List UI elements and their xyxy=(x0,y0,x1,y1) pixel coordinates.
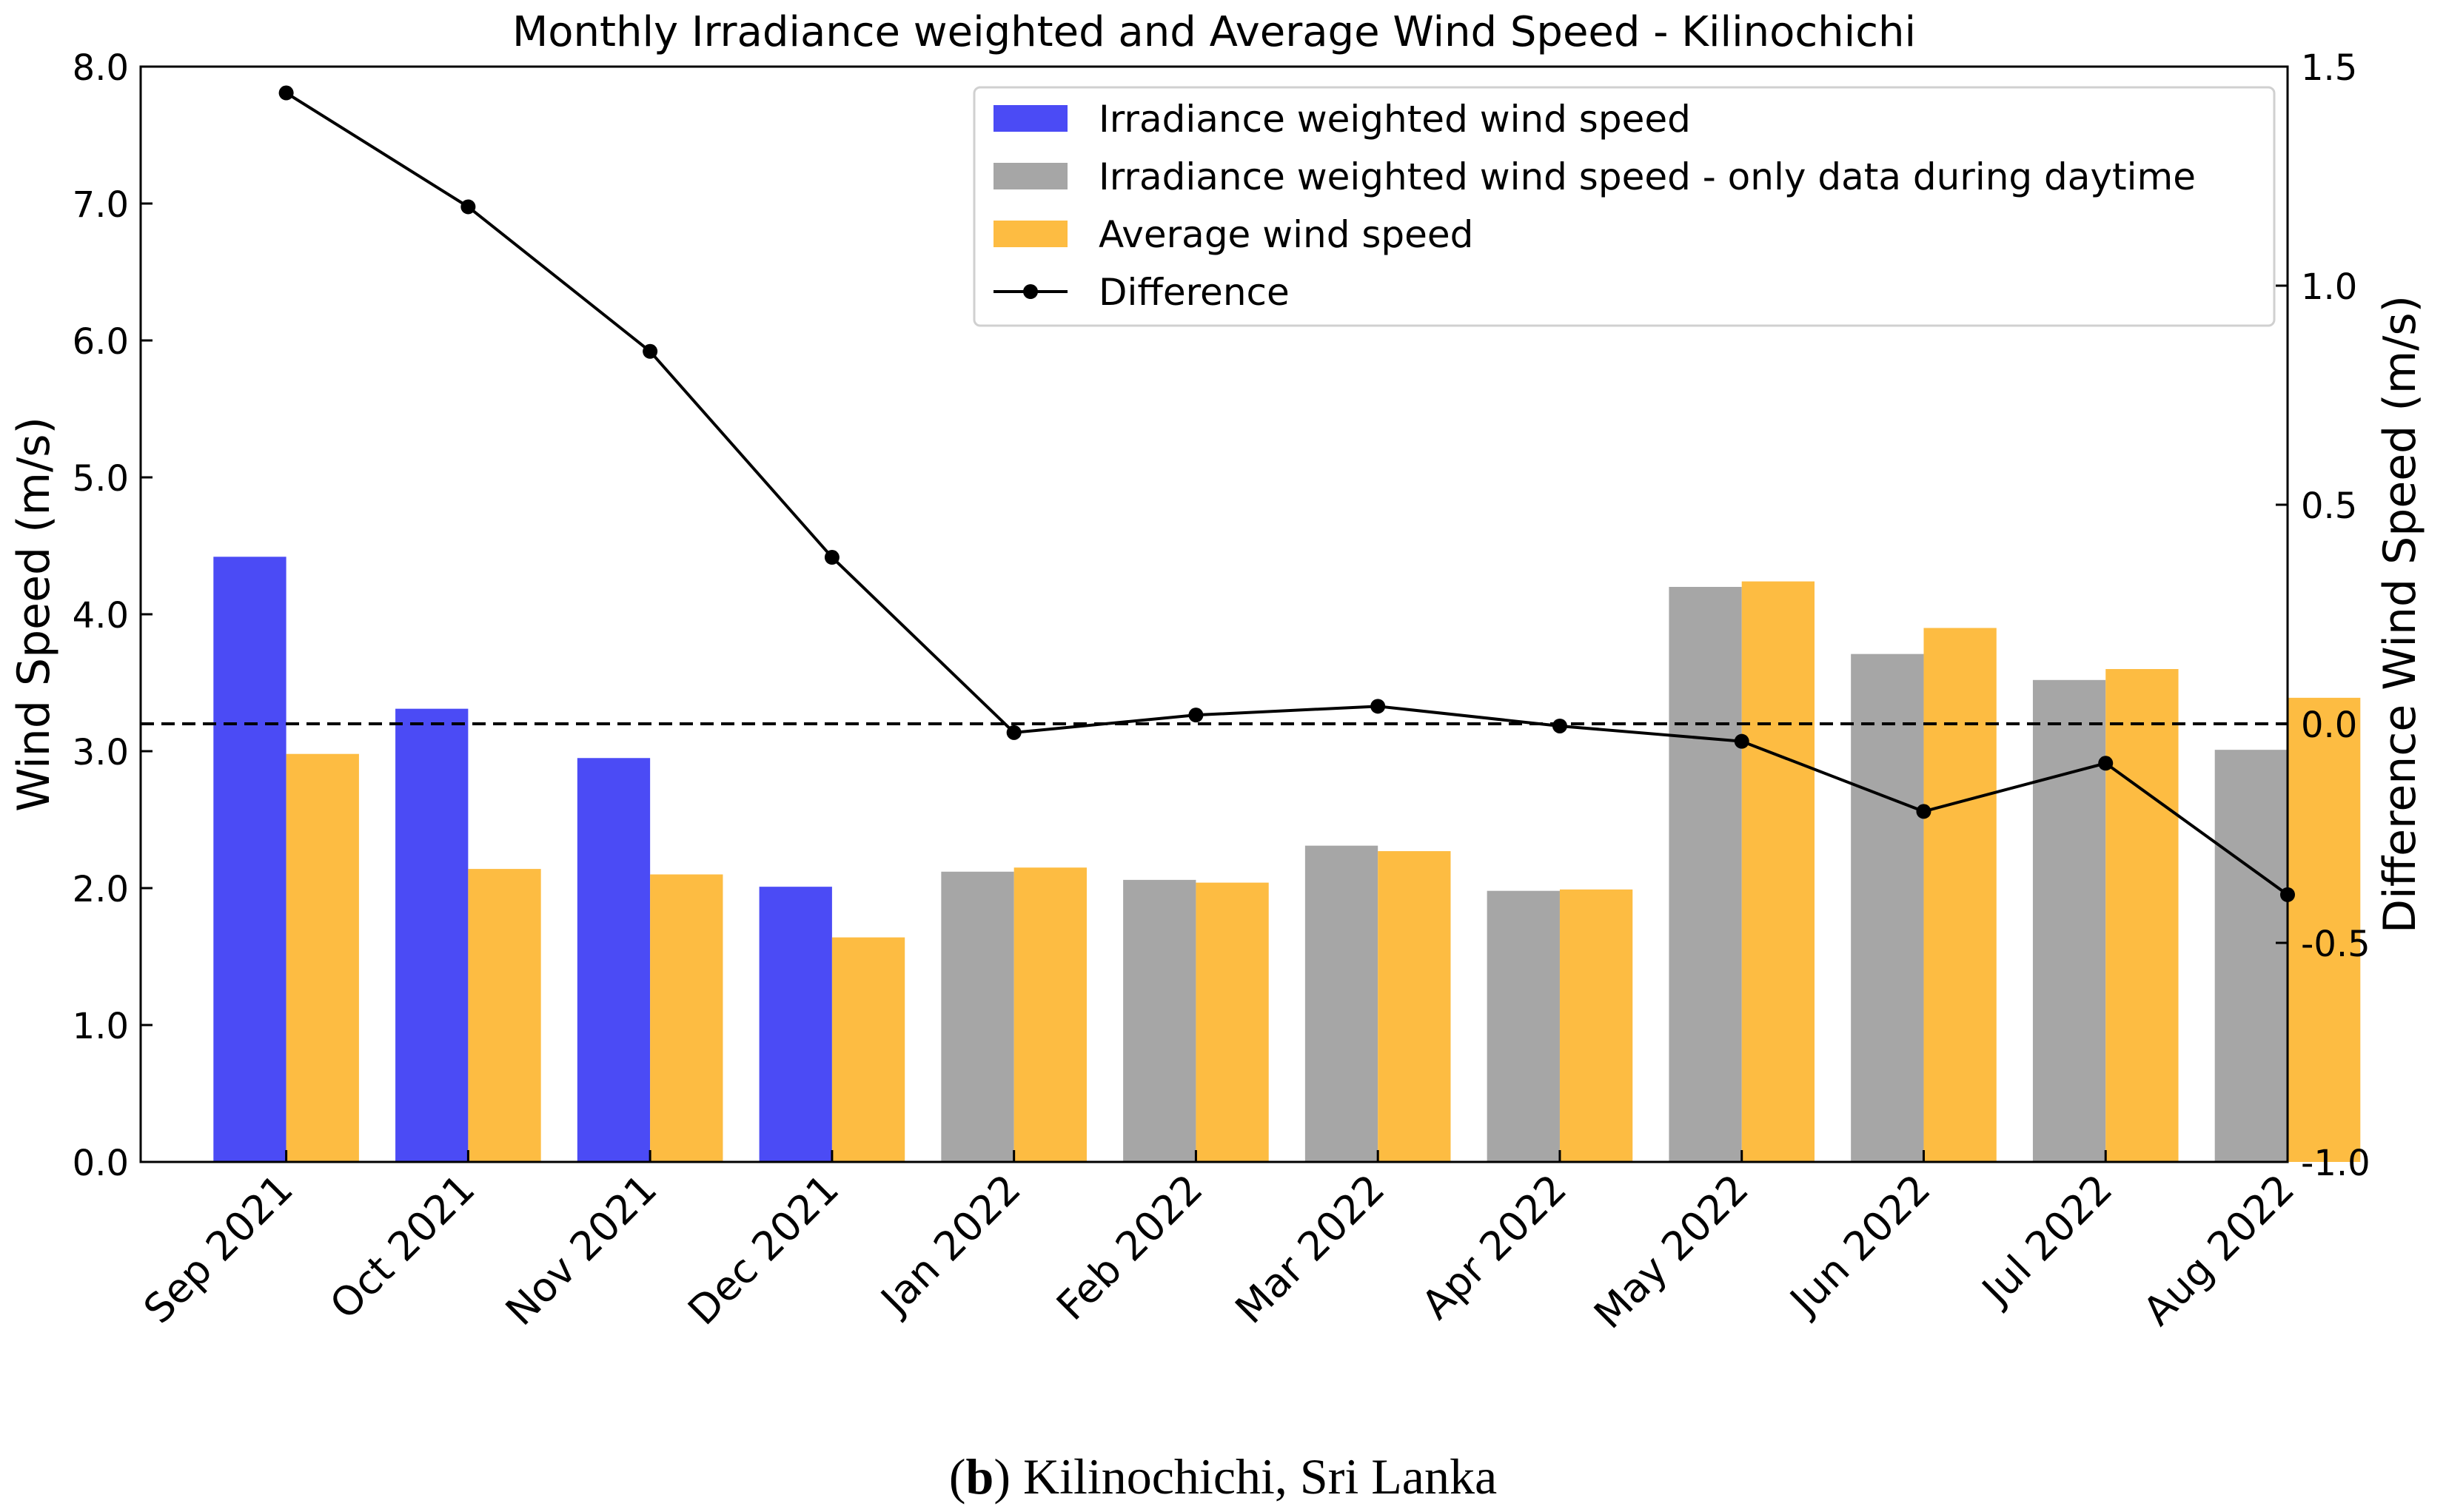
bar-average-11 xyxy=(2288,697,2361,1162)
bar-average-3 xyxy=(831,937,905,1162)
y-tick-label-1: 1.0 xyxy=(73,1006,129,1047)
bar-irradiance-weighted-2 xyxy=(577,758,651,1162)
y-axis-left: 0.0 1.0 2.0 3.0 4.0 5.0 6.0 7.0 8.0 xyxy=(73,47,153,1184)
bar-daytime-weighted-5 xyxy=(1123,879,1196,1162)
legend-swatch-2 xyxy=(994,221,1068,247)
legend-label-0: Irradiance weighted wind speed xyxy=(1099,98,1691,141)
x-tick-label-5: Feb 2022 xyxy=(1048,1166,1211,1329)
legend-label-2: Average wind speed xyxy=(1099,213,1473,256)
x-tick-label-7: Apr 2022 xyxy=(1413,1166,1575,1328)
difference-point-5 xyxy=(1188,708,1204,723)
bar-irradiance-weighted-1 xyxy=(395,708,469,1162)
bar-average-1 xyxy=(468,869,541,1162)
bar-average-7 xyxy=(1559,889,1633,1162)
bar-average-6 xyxy=(1378,851,1451,1162)
x-tick-label-9: Jun 2022 xyxy=(1780,1166,1940,1325)
y-tick-label-5: 5.0 xyxy=(73,458,129,500)
bar-daytime-weighted-10 xyxy=(2032,679,2106,1162)
figure-caption: (b) Kilinochichi, Sri Lanka xyxy=(949,1448,1497,1505)
x-tick-label-6: Mar 2022 xyxy=(1226,1166,1393,1333)
bar-daytime-weighted-4 xyxy=(941,871,1014,1162)
caption-label: b xyxy=(965,1448,994,1505)
bar-average-4 xyxy=(1013,867,1087,1162)
bar-average-5 xyxy=(1196,882,1269,1162)
bar-daytime-weighted-8 xyxy=(1669,587,1742,1162)
legend-swatch-1 xyxy=(994,163,1068,189)
bar-daytime-weighted-9 xyxy=(1851,653,1924,1162)
y2-axis-label: Difference Wind Speed (m/s) xyxy=(2374,295,2426,933)
x-tick-label-11: Aug 2022 xyxy=(2134,1166,2303,1334)
y-tick-label-3: 3.0 xyxy=(73,732,129,773)
y-tick-label-6: 6.0 xyxy=(73,321,129,363)
y2-tick-label-1: -0.5 xyxy=(2301,924,2370,965)
difference-point-8 xyxy=(1734,733,1749,749)
y2-tick-label-3: 0.5 xyxy=(2301,485,2357,527)
chart-title: Monthly Irradiance weighted and Average … xyxy=(512,8,1916,56)
difference-point-7 xyxy=(1552,718,1567,733)
x-tick-label-4: Jan 2022 xyxy=(871,1166,1030,1325)
legend: Irradiance weighted wind speed Irradiance… xyxy=(973,86,2276,327)
difference-point-4 xyxy=(1006,725,1022,740)
bar-irradiance-weighted-0 xyxy=(213,557,287,1162)
bar-daytime-weighted-7 xyxy=(1487,890,1560,1162)
y-axis-label: Wind Speed (m/s) xyxy=(8,417,60,812)
bar-average-8 xyxy=(1741,581,1815,1162)
legend-frame xyxy=(973,86,2276,327)
legend-label-3: Difference xyxy=(1099,271,1290,314)
bar-daytime-weighted-11 xyxy=(2214,750,2288,1162)
x-tick-label-8: May 2022 xyxy=(1585,1166,1758,1338)
x-tick-label-1: Oct 2021 xyxy=(321,1166,484,1328)
y-tick-label-8: 8.0 xyxy=(73,47,129,89)
difference-point-2 xyxy=(643,343,658,359)
difference-point-0 xyxy=(278,85,294,101)
y2-tick-label-0: -1.0 xyxy=(2301,1143,2370,1184)
x-tick-label-10: Jul 2022 xyxy=(1971,1166,2121,1315)
bar-daytime-weighted-6 xyxy=(1304,845,1378,1162)
x-tick-label-0: Sep 2021 xyxy=(135,1166,302,1333)
bars-layer xyxy=(213,557,2361,1162)
bar-average-10 xyxy=(2105,669,2179,1162)
legend-swatch-0 xyxy=(994,105,1068,132)
x-tick-label-2: Nov 2021 xyxy=(497,1166,666,1334)
difference-point-9 xyxy=(1916,804,1931,819)
bar-irradiance-weighted-3 xyxy=(759,887,832,1162)
bar-average-9 xyxy=(1923,628,1997,1162)
difference-series-line xyxy=(285,91,2289,896)
difference-point-6 xyxy=(1370,699,1386,714)
difference-point-1 xyxy=(460,199,476,215)
bar-average-2 xyxy=(650,874,723,1162)
bar-average-0 xyxy=(286,753,359,1162)
y-tick-label-7: 7.0 xyxy=(73,184,129,226)
y-tick-label-4: 4.0 xyxy=(73,595,129,636)
x-tick-label-3: Dec 2021 xyxy=(679,1166,848,1334)
legend-marker-3 xyxy=(1023,284,1038,299)
y2-tick-label-5: 1.5 xyxy=(2301,47,2357,89)
x-axis: Sep 2021 Oct 2021 Nov 2021 Dec 2021 Jan 2022… xyxy=(135,1150,2303,1337)
caption-open: ( xyxy=(949,1448,966,1505)
y2-tick-label-4: 1.0 xyxy=(2301,266,2357,308)
caption-text: ) Kilinochichi, Sri Lanka xyxy=(994,1448,1497,1505)
difference-point-3 xyxy=(824,550,840,565)
y-tick-label-2: 2.0 xyxy=(73,869,129,910)
y-tick-label-0: 0.0 xyxy=(73,1143,129,1184)
y-axis-right: -1.0 -0.5 0.0 0.5 1.0 1.5 xyxy=(2276,47,2370,1184)
difference-line-layer xyxy=(278,85,2295,902)
y2-tick-label-2: 0.0 xyxy=(2301,705,2357,746)
legend-label-1: Irradiance weighted wind speed - only da… xyxy=(1099,155,2196,198)
difference-point-10 xyxy=(2098,756,2114,771)
